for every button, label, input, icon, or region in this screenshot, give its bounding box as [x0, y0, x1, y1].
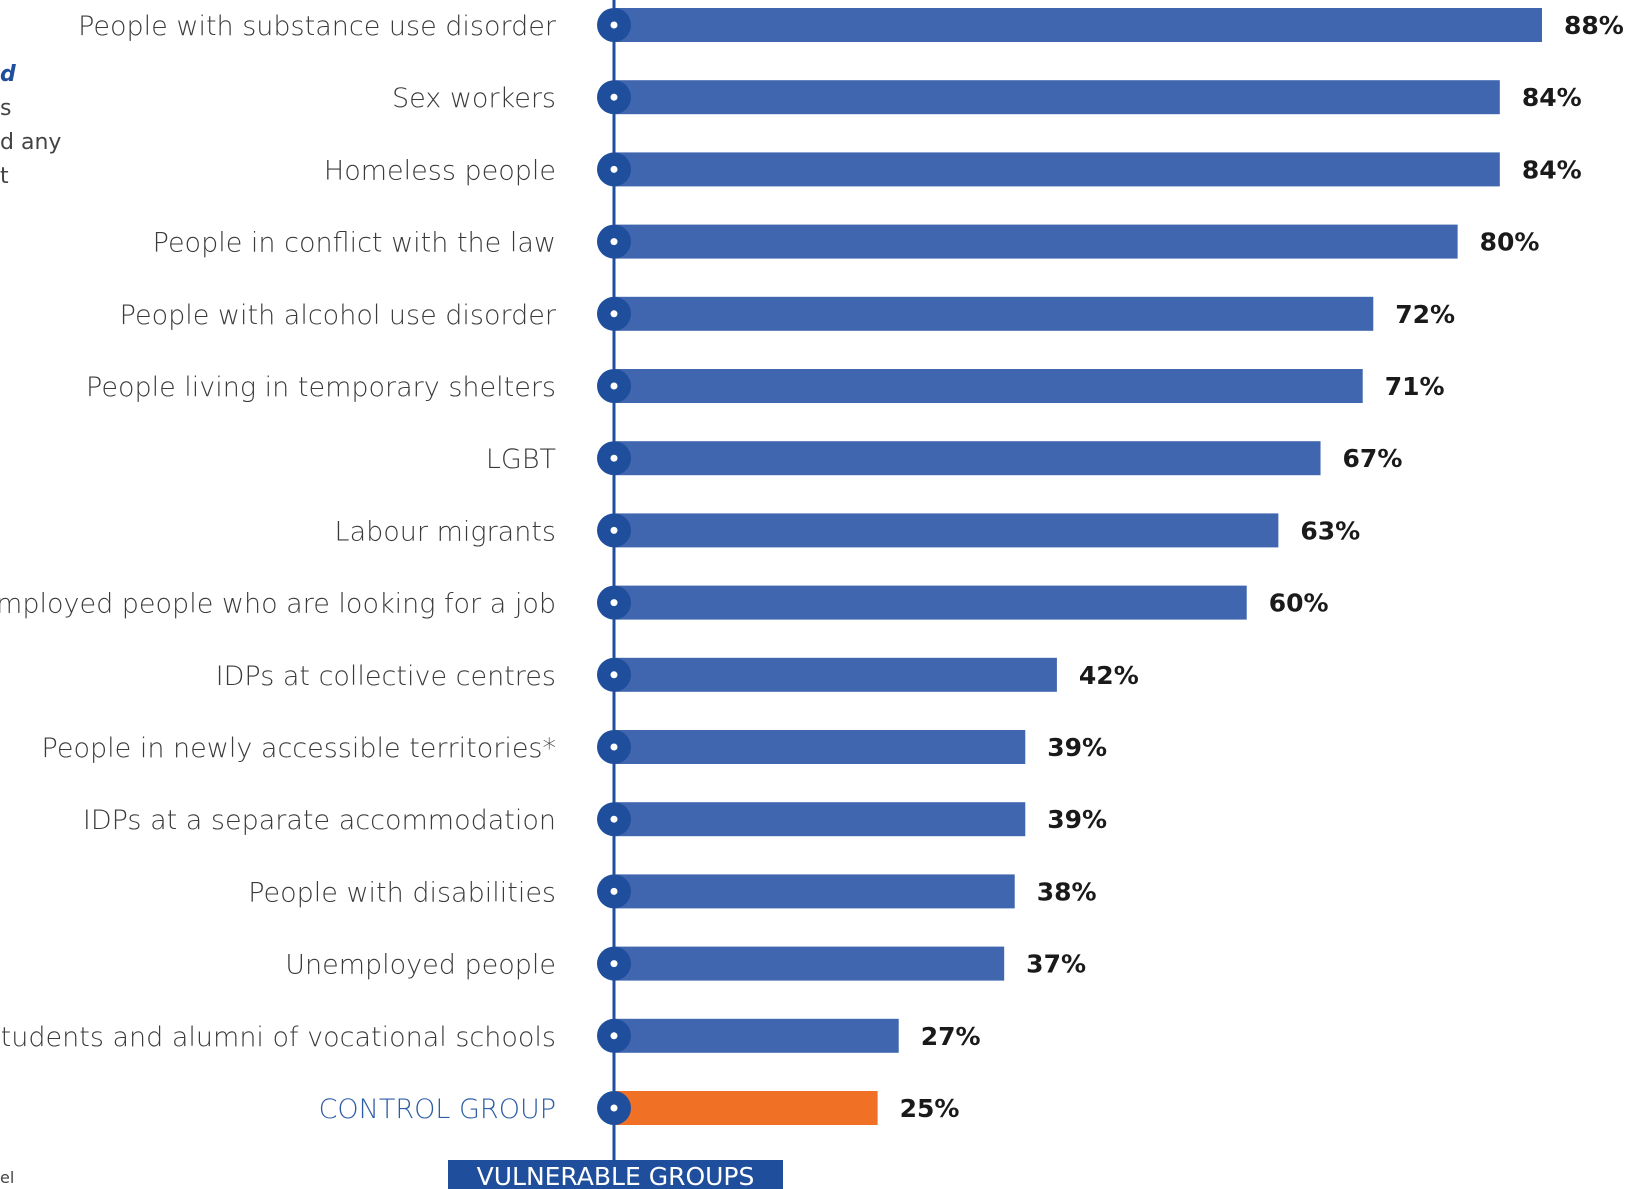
- bar: [614, 152, 1500, 187]
- bar: [614, 224, 1458, 259]
- category-label: Sex workers: [392, 83, 556, 114]
- category-label: People in newly accessible territories*: [42, 733, 556, 764]
- bar: [614, 585, 1247, 620]
- bar: [614, 1091, 878, 1125]
- data-label: 27%: [921, 1022, 981, 1051]
- category-label: LGBT: [486, 444, 556, 475]
- category-label: People in conflict with the law: [153, 228, 556, 259]
- category-label: People with disabilities: [248, 877, 556, 908]
- bar: [614, 80, 1500, 115]
- axis-marker-center: [610, 21, 618, 29]
- axis-marker-center: [610, 1104, 618, 1112]
- bar: [614, 730, 1026, 764]
- data-label: 84%: [1522, 155, 1582, 184]
- axis-marker-center: [610, 960, 618, 968]
- category-label: Labour migrants: [335, 516, 556, 547]
- data-label: 25%: [900, 1094, 960, 1123]
- axis-marker-center: [610, 454, 618, 462]
- axis-marker-center: [610, 599, 618, 607]
- bar: [614, 657, 1057, 692]
- category-label: Students and alumni of vocational school…: [0, 1022, 556, 1053]
- bar: [614, 874, 1015, 909]
- data-label: 72%: [1395, 300, 1455, 329]
- category-label: People with substance use disorder: [78, 11, 557, 42]
- category-label: People with alcohol use disorder: [120, 300, 557, 331]
- axis-marker-center: [610, 743, 618, 751]
- data-label: 88%: [1564, 11, 1624, 40]
- side-text-fragment-4: t: [0, 164, 9, 189]
- category-label: People living in temporary shelters: [86, 372, 556, 403]
- category-label: IDPs at a separate accommodation: [83, 805, 556, 836]
- data-label: 63%: [1300, 516, 1360, 545]
- bar: [614, 441, 1321, 476]
- bar: [614, 8, 1542, 42]
- category-label: Employed people who are looking for a jo…: [0, 589, 556, 620]
- axis-marker-center: [610, 671, 618, 679]
- data-label: 67%: [1343, 444, 1403, 473]
- category-label: Homeless people: [324, 155, 556, 186]
- axis-marker-center: [610, 526, 618, 534]
- data-label: 39%: [1047, 733, 1107, 762]
- axis-title: VULNERABLE GROUPS: [448, 1160, 783, 1189]
- bar: [614, 296, 1374, 331]
- axis-marker-center: [610, 310, 618, 318]
- bar: [614, 1018, 899, 1053]
- data-label: 60%: [1269, 589, 1329, 618]
- side-text-fragment-2: s: [0, 96, 12, 121]
- data-label: 39%: [1047, 805, 1107, 834]
- bar: [614, 802, 1026, 837]
- side-text-fragment-3: d any: [0, 130, 62, 155]
- axis-marker-center: [610, 382, 618, 390]
- data-label: 71%: [1385, 372, 1445, 401]
- footnote-fragment: el: [0, 1168, 15, 1187]
- axis-marker-center: [610, 238, 618, 246]
- axis-marker-center: [610, 93, 618, 101]
- bar: [614, 369, 1363, 403]
- data-label: 42%: [1079, 661, 1139, 690]
- axis-marker-center: [610, 165, 618, 173]
- data-label: 84%: [1522, 83, 1582, 112]
- data-label: 80%: [1480, 228, 1540, 257]
- axis-marker-center: [610, 815, 618, 823]
- side-text-fragment-1: d: [0, 62, 16, 87]
- category-label: CONTROL GROUP: [319, 1094, 556, 1125]
- category-label: Unemployed people: [285, 950, 556, 981]
- bar: [614, 513, 1279, 548]
- bar: [614, 946, 1005, 981]
- data-label: 38%: [1037, 877, 1097, 906]
- axis-marker-center: [610, 887, 618, 895]
- axis-marker-center: [610, 1032, 618, 1040]
- data-label: 37%: [1026, 950, 1086, 979]
- category-label: IDPs at collective centres: [216, 661, 556, 692]
